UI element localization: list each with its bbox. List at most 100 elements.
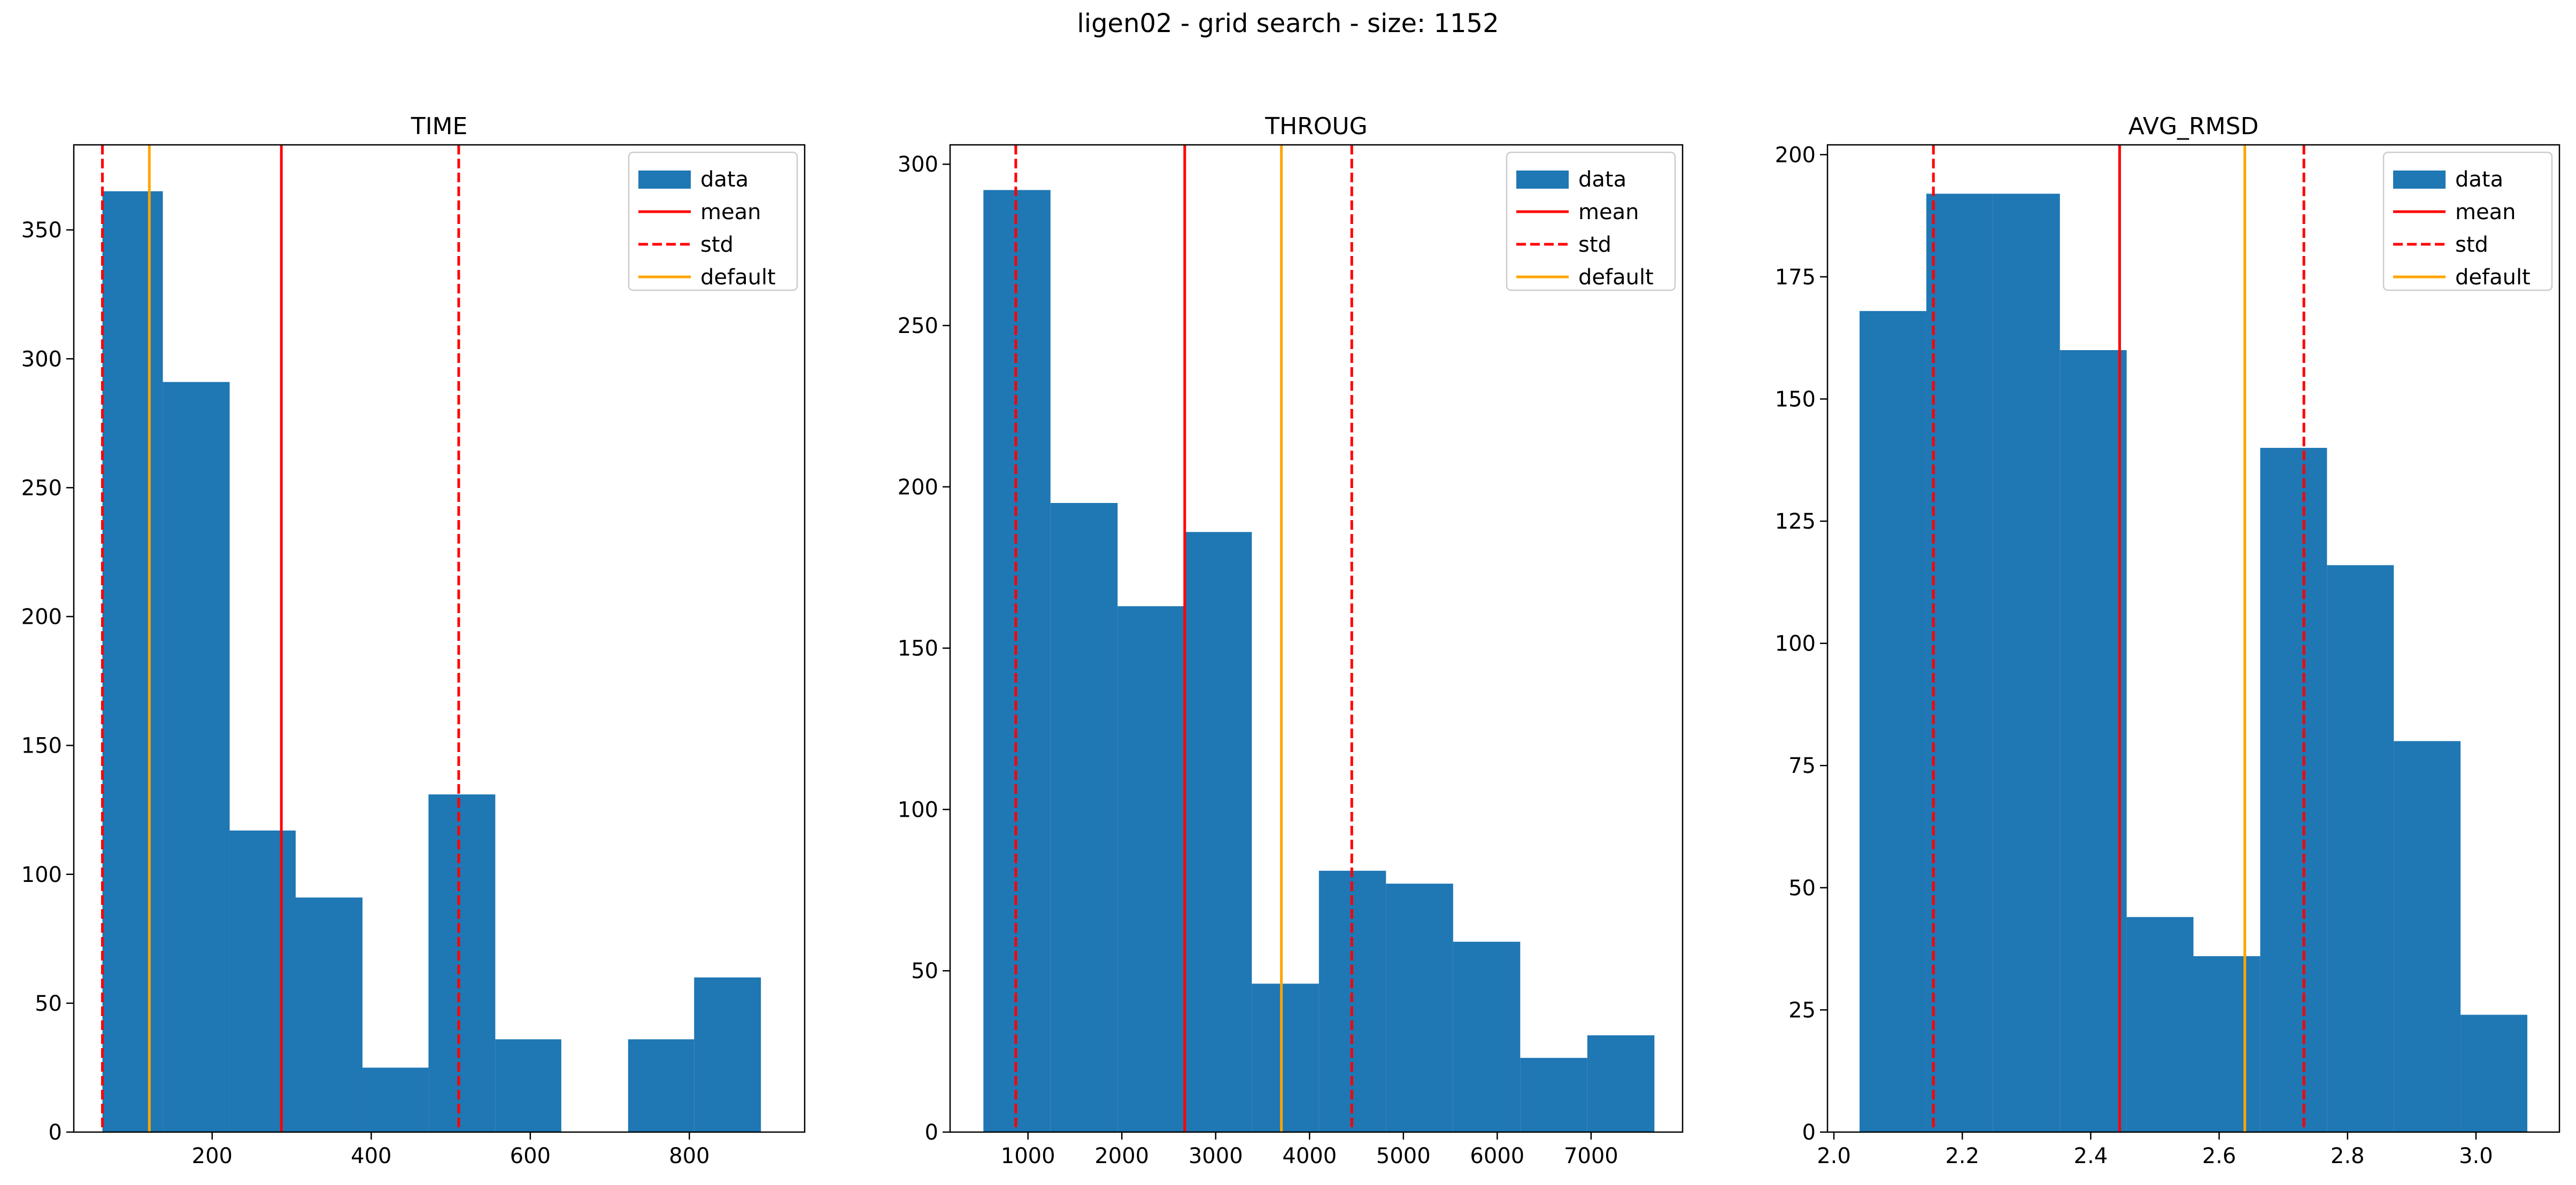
legend: data mean std default <box>1506 151 1676 291</box>
x-tick-label: 2.8 <box>2331 1144 2365 1168</box>
y-tick-label: 200 <box>21 605 62 630</box>
x-tick-label: 2.4 <box>2074 1144 2108 1168</box>
x-tick-label: 1000 <box>1001 1144 1055 1168</box>
histogram-bar <box>1860 311 1926 1132</box>
y-tick-label: 300 <box>898 152 938 177</box>
y-tick-label: 25 <box>1788 998 1816 1023</box>
histogram-bar <box>1117 606 1185 1132</box>
histogram-bar <box>362 1067 429 1132</box>
x-tick-label: 800 <box>669 1144 709 1168</box>
y-tick-label: 50 <box>1788 876 1816 901</box>
legend-label-default: default <box>2455 265 2531 290</box>
subplot-avg_rmsd: AVG_RMSD 2.0 2.2 2.4 2.6 2.8 3.0 0 25 50 75 100 125 1… <box>1775 113 2560 1168</box>
legend: data mean std default <box>2382 151 2553 291</box>
y-tick-label: 200 <box>898 475 938 500</box>
x-tick-label: 600 <box>510 1144 551 1168</box>
axes-frame <box>949 144 1684 1133</box>
legend-label-std: std <box>700 233 734 257</box>
y-tick-label: 200 <box>1775 143 1816 167</box>
x-tick-label: 400 <box>351 1144 391 1168</box>
histogram-bar <box>1386 884 1453 1132</box>
histogram-bar <box>1926 193 1993 1132</box>
histogram-bar <box>694 977 761 1132</box>
subplot-title: TIME <box>411 113 468 140</box>
y-tick-label: 75 <box>1788 754 1816 778</box>
histogram-bar <box>1993 193 2060 1132</box>
y-tick-label: 250 <box>898 314 938 338</box>
subplot-throug: THROUG 1000 2000 3000 4000 5000 6000 7000 0 50 100… <box>898 113 1684 1168</box>
y-tick-label: 50 <box>911 959 938 983</box>
histogram-bar <box>2260 447 2327 1132</box>
legend-label-data: data <box>700 167 749 192</box>
histogram-bar <box>2193 956 2261 1132</box>
y-tick-label: 250 <box>21 476 62 500</box>
subplot-title: THROUG <box>1264 113 1367 140</box>
histogram-bar <box>2126 917 2194 1132</box>
subplot-time: TIME 200 400 600 800 0 50 100 150 200 250 300 350 dat… <box>21 113 806 1168</box>
histogram-bar <box>2327 565 2394 1132</box>
histogram-bar <box>163 382 230 1132</box>
histogram-bar <box>229 830 296 1132</box>
histogram-bar <box>1184 532 1252 1132</box>
x-tick-label: 6000 <box>1470 1144 1524 1168</box>
x-tick-label: 3000 <box>1189 1144 1243 1168</box>
x-tick-label: 4000 <box>1282 1144 1337 1168</box>
y-tick-label: 300 <box>21 347 62 371</box>
x-tick-label: 2.2 <box>1945 1144 1979 1168</box>
histogram-bar <box>102 191 163 1132</box>
histogram-bar <box>1050 502 1118 1132</box>
subplot-title: AVG_RMSD <box>2128 113 2259 140</box>
legend-label-mean: mean <box>2455 200 2516 224</box>
legend: data mean std default <box>628 151 798 291</box>
figure-suptitle: ligen02 - grid search - size: 1152 <box>1077 9 1499 38</box>
histogram-bar <box>1587 1035 1655 1132</box>
y-tick-label: 125 <box>1775 509 1816 534</box>
histogram-bar <box>428 794 496 1132</box>
legend-swatch-data <box>638 171 691 189</box>
x-tick-label: 2.0 <box>1817 1144 1851 1168</box>
plot-area <box>1860 145 2527 1132</box>
x-tick-label: 2.6 <box>2202 1144 2236 1168</box>
histogram-bar <box>1520 1058 1587 1132</box>
legend-label-data: data <box>1578 167 1626 192</box>
histogram-bar <box>1252 983 1319 1132</box>
y-tick-label: 350 <box>21 218 62 243</box>
legend-label-default: default <box>700 265 776 290</box>
y-tick-label: 150 <box>21 734 62 758</box>
histogram-bar <box>2060 350 2127 1132</box>
x-tick-label: 3.0 <box>2459 1144 2493 1168</box>
y-tick-label: 0 <box>1802 1120 1816 1145</box>
legend-label-std: std <box>2455 233 2488 257</box>
legend-label-mean: mean <box>1578 200 1639 224</box>
y-tick-label: 150 <box>1775 387 1816 412</box>
y-tick-label: 0 <box>925 1120 938 1145</box>
y-tick-label: 175 <box>1775 265 1816 290</box>
y-tick-label: 50 <box>35 992 62 1016</box>
x-tick-label: 200 <box>192 1144 233 1168</box>
legend-label-default: default <box>1578 265 1654 290</box>
x-tick-label: 7000 <box>1564 1144 1618 1168</box>
plot-area <box>101 145 761 1132</box>
histogram-bar <box>2394 741 2461 1132</box>
x-tick-label: 5000 <box>1376 1144 1431 1168</box>
plot-area <box>983 145 1655 1132</box>
histogram-bar <box>1453 941 1521 1132</box>
legend-label-std: std <box>1578 233 1611 257</box>
legend-label-data: data <box>2455 167 2503 192</box>
histogram-bar <box>628 1039 695 1132</box>
y-tick-label: 100 <box>21 863 62 887</box>
histogram-bar <box>495 1039 561 1132</box>
y-tick-label: 100 <box>1775 632 1816 656</box>
legend-swatch-data <box>1516 171 1569 189</box>
legend-swatch-data <box>2393 171 2446 189</box>
histogram-bar <box>2461 1014 2527 1132</box>
histogram-bar <box>296 897 363 1132</box>
axes-frame <box>73 144 806 1133</box>
axes-frame <box>1826 144 2560 1133</box>
y-tick-label: 150 <box>898 637 938 661</box>
y-tick-label: 100 <box>898 797 938 822</box>
y-tick-label: 0 <box>49 1120 62 1145</box>
legend-label-mean: mean <box>700 200 761 224</box>
